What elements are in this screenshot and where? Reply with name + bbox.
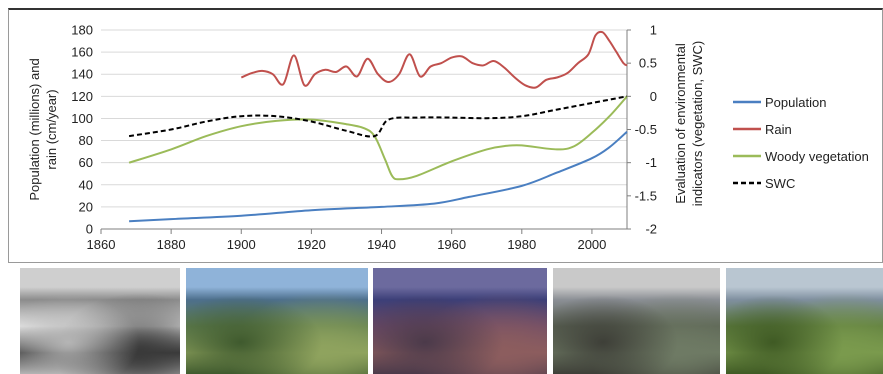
legend-label-rain: Rain <box>765 122 792 137</box>
x-tick-label: 1860 <box>87 237 116 252</box>
legend-layer: Population Rain Woody vegetation SWC <box>733 95 869 191</box>
series-line-swc <box>128 95 628 138</box>
y-axis-title-line2: rain (cm/year) <box>44 89 59 169</box>
photo-lake-green-slopes <box>186 268 368 374</box>
x-tick-label: 1940 <box>367 237 396 252</box>
y-tick-label: 0 <box>86 222 93 237</box>
legend-label-woody-vegetation: Woody vegetation <box>765 149 869 164</box>
y2-axis-title-group: Evaluation of environmental indicators (v… <box>673 41 705 206</box>
y-tick-label: 100 <box>71 111 93 126</box>
y2-tick-label: -1 <box>645 155 657 170</box>
x-tick-label: 1900 <box>227 237 256 252</box>
y-tick-label: 20 <box>79 199 93 214</box>
photo-1868-black-white <box>20 268 180 374</box>
series-line-rain <box>240 30 628 89</box>
series-line-woody-vegetation <box>128 95 628 181</box>
y-tick-label: 40 <box>79 177 93 192</box>
series-line-population <box>129 130 628 223</box>
photo-lake-cloudy-donkey <box>553 268 720 374</box>
y2-tick-label: 0.5 <box>639 56 657 71</box>
y2-tick-label: -1.5 <box>635 188 657 203</box>
x-tick-label: 1880 <box>157 237 186 252</box>
y-tick-label: 120 <box>71 89 93 104</box>
y-tick-label: 80 <box>79 133 93 148</box>
photo-lake-green-fields <box>726 268 883 374</box>
x-tick-label: 2000 <box>577 237 606 252</box>
photo-lake-purple-terraces <box>373 268 547 374</box>
y2-tick-label: -0.5 <box>635 122 657 137</box>
y-axis-title-line1: Population (millions) and <box>27 58 42 200</box>
y2-tick-label: 1 <box>650 23 657 38</box>
chart-svg: 0 20 40 60 80 100 120 140 160 180 -2 -1.5 -1 -0.5 0 0.5… <box>27 23 869 253</box>
series-layer <box>128 30 628 223</box>
chart-frame: 0 20 40 60 80 100 120 140 160 180 -2 -1.5 -1 -0.5 0 0.5… <box>8 8 883 263</box>
x-tick-label: 1920 <box>297 237 326 252</box>
y-tick-label: 180 <box>71 23 93 38</box>
axis-layer: 0 20 40 60 80 100 120 140 160 180 -2 -1.5 -1 -0.5 0 0.5… <box>27 23 705 253</box>
y-tick-label: 60 <box>79 155 93 170</box>
y-tick-label: 160 <box>71 45 93 60</box>
legend-label-swc: SWC <box>765 176 795 191</box>
x-tick-label: 1960 <box>437 237 466 252</box>
y2-axis-title-line1: Evaluation of environmental <box>673 43 688 204</box>
y2-tick-label: 0 <box>650 89 657 104</box>
y-axis-title-group: Population (millions) and rain (cm/year) <box>27 58 59 200</box>
grid-layer <box>101 29 627 208</box>
y2-tick-label: -2 <box>645 222 657 237</box>
y2-axis-title-line2: indicators (vegetation, SWC) <box>690 41 705 206</box>
x-tick-label: 1980 <box>507 237 536 252</box>
legend-label-population: Population <box>765 95 826 110</box>
y-tick-label: 140 <box>71 67 93 82</box>
